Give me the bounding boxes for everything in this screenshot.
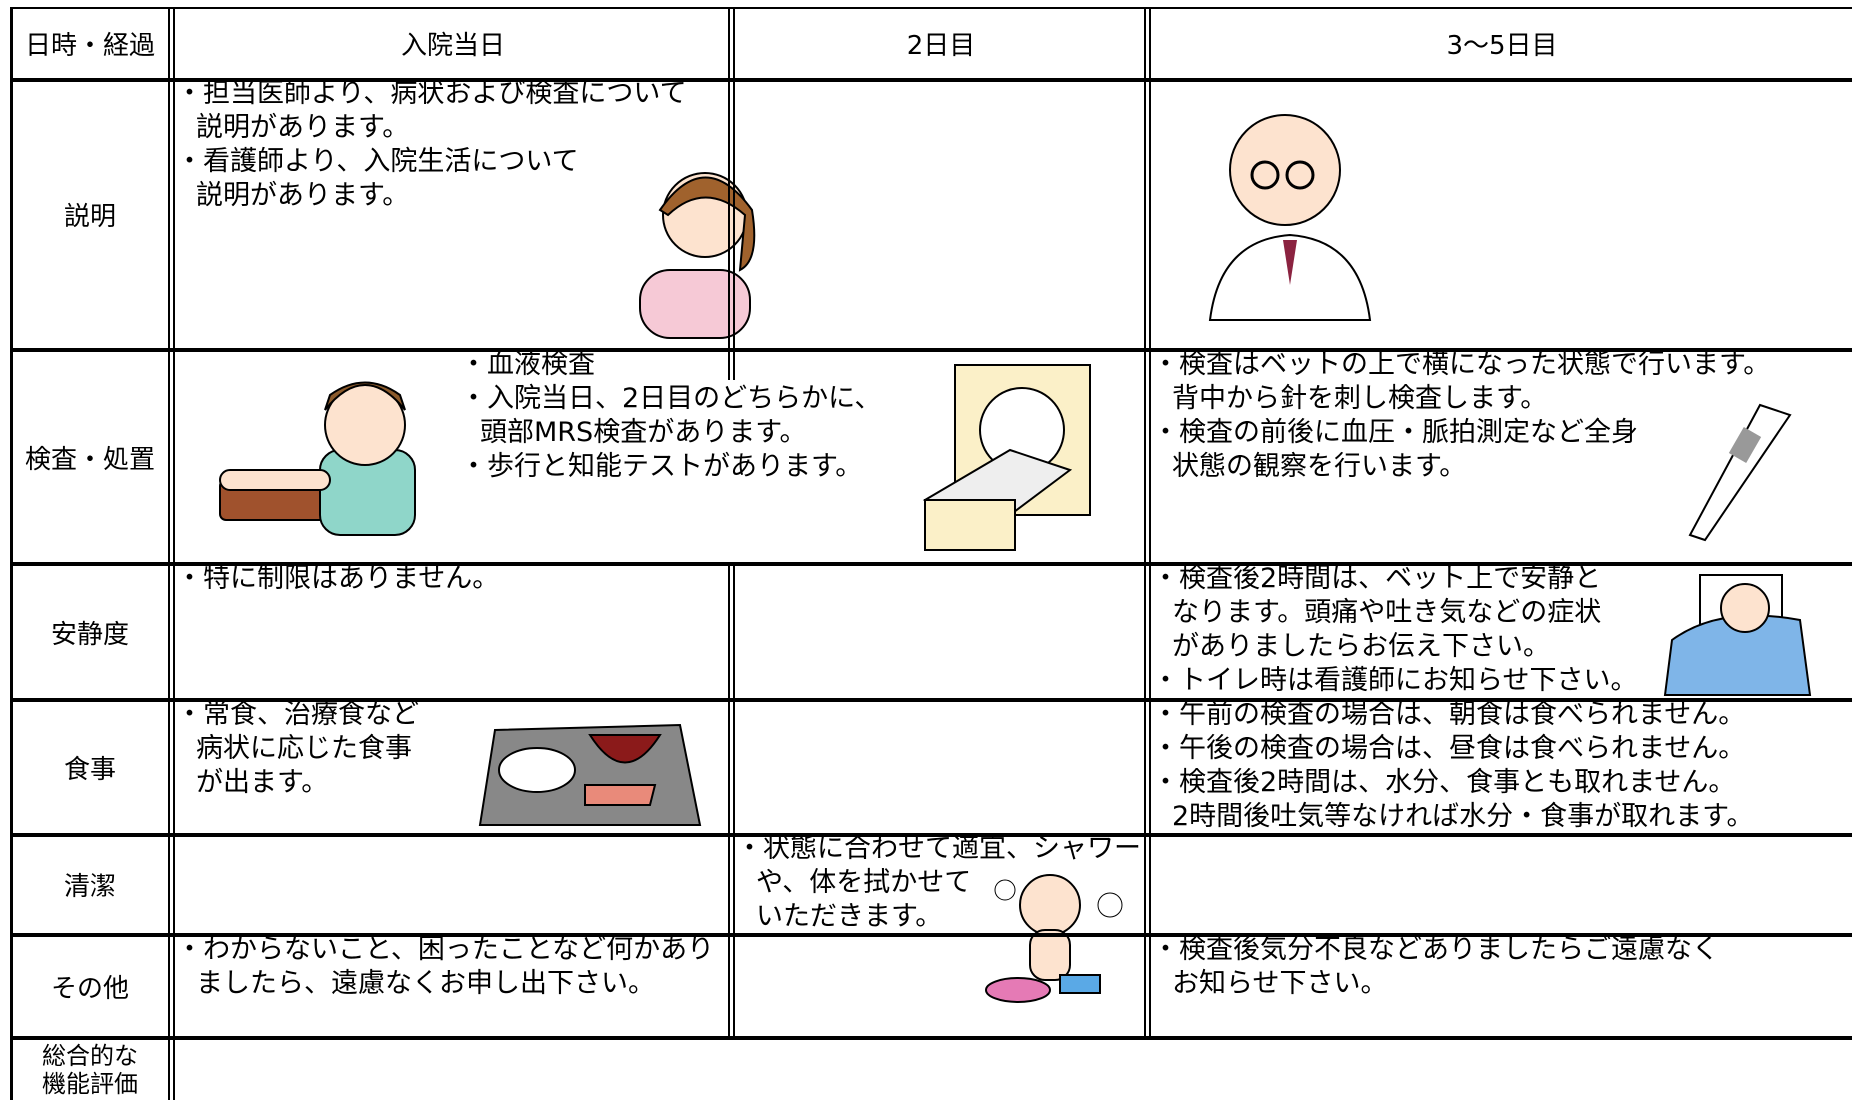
header-cell: 3〜5日目	[1446, 31, 1558, 61]
header-cell: 日時・経過	[24, 31, 155, 61]
text-line: なります。頭痛や吐き気などの症状	[1172, 597, 1602, 628]
grid-line	[10, 698, 1852, 702]
grid-line	[173, 7, 175, 1100]
text-line: ・検査後2時間は、ベット上で安静と	[1152, 563, 1602, 594]
text-line: ・入院当日、2日目のどちらかに、	[460, 383, 882, 414]
grid-line	[10, 7, 1852, 9]
text-line: が出ます。	[196, 767, 329, 798]
text-line: ・検査はベットの上で横になった状態で行います。	[1152, 349, 1771, 380]
grid-line	[10, 933, 1852, 937]
text-line: ・特に制限はありません。	[176, 563, 500, 594]
cell-text: ・検査後2時間は、ベット上で安静と なります。頭痛や吐き気などの症状 がありましたら…	[1152, 562, 1637, 698]
thermometer-illustration	[1688, 403, 1792, 542]
cell-text: ・状態に合わせて適宜、シャワー や、体を拭かせて いただきます。	[736, 832, 1141, 934]
bed-illustration	[1663, 574, 1812, 696]
cell-text: ・担当医師より、病状および検査について 説明があります。 ・看護師より、入院生活につ…	[176, 77, 687, 213]
grid-line	[10, 562, 1852, 566]
cell-text: ・特に制限はありません。	[176, 562, 499, 596]
text-line: がありましたらお伝え下さい。	[1172, 631, 1550, 662]
cell-text: ・検査はベットの上で横になった状態で行います。 背中から針を刺し検査します。 ・検査…	[1152, 348, 1770, 484]
grid-line	[733, 7, 735, 380]
header-cell: 入院当日	[400, 31, 505, 61]
text-line: 頭部MRS検査があります。	[480, 417, 807, 448]
grid-line	[10, 1036, 1852, 1040]
text-line: ・看護師より、入院生活について	[176, 146, 579, 177]
text-line: ・歩行と知能テストがあります。	[460, 451, 863, 482]
blood-test-illustration	[219, 381, 416, 536]
text-line: ・血液検査	[460, 349, 595, 380]
text-line: 状態の観察を行います。	[1172, 451, 1467, 482]
row-label: 清潔	[63, 872, 116, 902]
row-label: 安静度	[50, 619, 129, 650]
text-line: 背中から針を刺し検査します。	[1172, 383, 1548, 414]
nurse-illustration	[639, 172, 760, 340]
grid-line	[10, 348, 1852, 352]
text-line: や、体を拭かせて	[756, 867, 972, 898]
cell-text: ・常食、治療食など 病状に応じた食事 が出ます。	[176, 698, 419, 800]
row-label: その他	[50, 974, 129, 1004]
grid-line	[10, 78, 1852, 82]
mri-illustration	[922, 364, 1091, 551]
cell-text: ・午前の検査の場合は、朝食は食べられません。 ・午後の検査の場合は、昼食は食べられ…	[1152, 698, 1753, 834]
bath-illustration	[985, 874, 1123, 1003]
row-label: 総合的な機能評価	[42, 1042, 138, 1098]
text-line: お知らせ下さい。	[1172, 968, 1388, 999]
row-label: 説明	[63, 202, 116, 232]
text-line: 病状に応じた食事	[196, 733, 412, 764]
text-line: ・わからないこと、困ったことなど何かあり	[176, 934, 715, 965]
row-label: 検査・処置	[24, 444, 155, 475]
meal-illustration	[478, 723, 702, 826]
cell-text: ・血液検査 ・入院当日、2日目のどちらかに、 頭部MRS検査があります。 ・歩行と知能…	[460, 348, 881, 484]
grid-line	[1149, 7, 1151, 1036]
text-line: ・担当医師より、病状および検査について	[176, 78, 687, 109]
grid-line	[1144, 7, 1146, 1036]
text-line: ・午前の検査の場合は、朝食は食べられません。	[1152, 699, 1746, 730]
text-line: 説明があります。	[196, 180, 410, 211]
text-line: ・午後の検査の場合は、昼食は食べられません。	[1152, 733, 1746, 764]
grid-line	[728, 7, 730, 380]
doctor-illustration	[1208, 114, 1372, 321]
text-line: ・トイレ時は看護師にお知らせ下さい。	[1152, 665, 1638, 696]
text-line: ・検査後2時間は、水分、食事とも取れません。	[1152, 767, 1736, 798]
header-cell: 2日目	[906, 31, 976, 61]
grid-line	[733, 562, 735, 1036]
text-line: 2時間後吐気等なければ水分・食事が取れます。	[1172, 801, 1754, 832]
text-line: いただきます。	[756, 901, 943, 932]
cell-text: ・検査後気分不良などありましたらご遠慮なく お知らせ下さい。	[1152, 933, 1719, 1001]
text-line: ・検査後気分不良などありましたらご遠慮なく	[1152, 934, 1719, 965]
text-line: ・常食、治療食など	[176, 699, 419, 730]
text-line: ・検査の前後に血圧・脈拍測定など全身	[1152, 417, 1638, 448]
cell-text: ・わからないこと、困ったことなど何かあり ましたら、遠慮なくお申し出下さい。	[176, 933, 714, 1001]
text-line: 説明があります。	[196, 112, 410, 143]
grid-line	[10, 833, 1852, 837]
text-line: ・状態に合わせて適宜、シャワー	[736, 833, 1141, 864]
text-line: ましたら、遠慮なくお申し出下さい。	[196, 968, 655, 999]
row-label: 食事	[63, 755, 116, 785]
grid-line	[728, 562, 730, 1036]
grid-line	[10, 7, 13, 1100]
grid-line	[168, 7, 170, 1100]
